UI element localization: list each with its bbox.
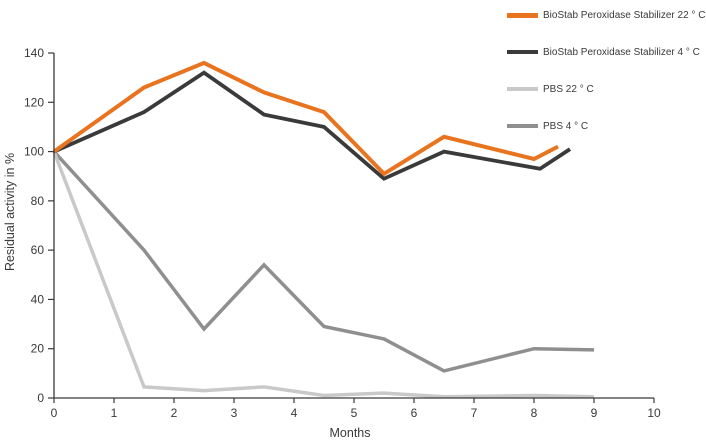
x-tick-label: 6 — [411, 406, 418, 420]
y-tick-label: 20 — [31, 342, 45, 356]
legend-item-pbs-22c: PBS 22 ° C — [507, 83, 705, 95]
x-tick-label: 4 — [291, 406, 298, 420]
y-tick-label: 60 — [31, 243, 45, 257]
series-line — [52, 60, 559, 177]
legend-swatch-biostab-22c — [507, 12, 538, 18]
x-tick-label: 0 — [51, 406, 58, 420]
y-tick-label: 0 — [37, 391, 44, 405]
x-tick-label: 7 — [471, 406, 478, 420]
legend-item-biostab-22c: BioStab Peroxidase Stabilizer 22 ° C — [507, 9, 705, 21]
y-tick-label: 80 — [31, 194, 45, 208]
y-axis-title: Residual activity in % — [3, 153, 17, 271]
y-tick-label: 140 — [24, 46, 44, 60]
legend-swatch-pbs-4c — [507, 124, 538, 128]
legend-label: PBS 22 ° C — [543, 83, 594, 95]
x-axis-title: Months — [330, 426, 371, 440]
legend: BioStab Peroxidase Stabilizer 22 ° C Bio… — [507, 9, 705, 132]
legend-item-biostab-4c: BioStab Peroxidase Stabilizer 4 ° C — [507, 46, 705, 58]
x-tick-label: 1 — [111, 406, 118, 420]
x-tick-label: 8 — [531, 406, 538, 420]
series-line — [52, 150, 595, 373]
legend-label: PBS 4 ° C — [543, 120, 589, 132]
legend-swatch-biostab-4c — [507, 50, 538, 54]
y-tick-label: 40 — [31, 292, 45, 306]
x-tick-label: 9 — [591, 406, 598, 420]
y-tick-label: 100 — [24, 145, 44, 159]
series-line — [53, 70, 572, 181]
legend-item-pbs-4c: PBS 4 ° C — [507, 120, 705, 132]
legend-label: BioStab Peroxidase Stabilizer 22 ° C — [543, 9, 706, 21]
x-tick-label: 2 — [171, 406, 178, 420]
x-tick-label: 5 — [351, 406, 358, 420]
series-line — [52, 150, 595, 399]
legend-swatch-pbs-22c — [507, 87, 538, 91]
legend-label: BioStab Peroxidase Stabilizer 4 ° C — [543, 46, 700, 58]
x-tick-label: 10 — [647, 406, 661, 420]
y-tick-label: 120 — [24, 95, 44, 109]
x-tick-label: 3 — [231, 406, 238, 420]
